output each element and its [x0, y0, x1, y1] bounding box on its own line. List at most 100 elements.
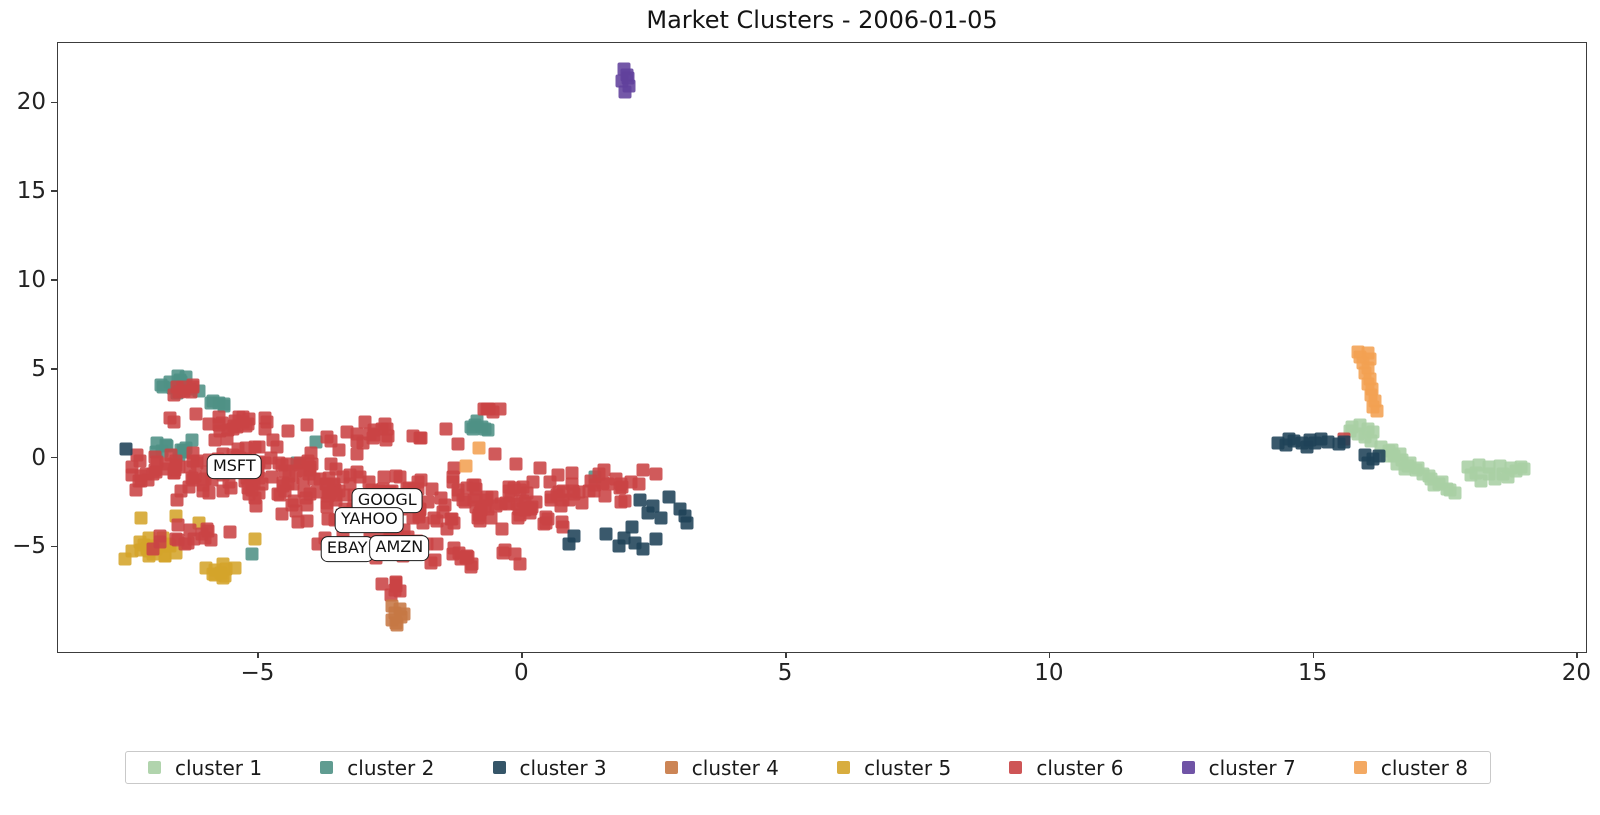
scatter-point: [481, 502, 495, 516]
scatter-point: [258, 422, 272, 436]
scatter-point: [375, 577, 389, 591]
scatter-point: [572, 485, 586, 499]
scatter-point: [421, 495, 435, 509]
scatter-point: [389, 616, 403, 630]
scatter-point: [508, 547, 522, 561]
scatter-point: [379, 433, 393, 447]
scatter-point: [202, 417, 216, 431]
legend-item: cluster 2: [320, 756, 434, 780]
scatter-point: [1443, 483, 1457, 497]
legend-item-label: cluster 4: [691, 755, 779, 780]
scatter-point: [150, 455, 164, 469]
scatter-point: [223, 525, 237, 538]
scatter-point: [544, 493, 558, 507]
scatter-point: [518, 503, 532, 517]
scatter-point: [300, 498, 314, 512]
scatter-point: [163, 411, 177, 425]
scatter-point: [280, 457, 294, 471]
scatter-point: [1517, 462, 1531, 476]
scatter-point: [459, 459, 473, 473]
y-axis-tick-label: 10: [16, 267, 46, 293]
scatter-point: [248, 532, 262, 546]
y-axis-tick-label: 20: [16, 89, 46, 116]
scatter-point: [1370, 404, 1384, 418]
scatter-point: [196, 478, 210, 492]
scatter-point: [252, 440, 266, 454]
scatter-point: [472, 441, 486, 455]
scatter-point: [1308, 436, 1322, 450]
scatter-point: [513, 557, 527, 571]
legend-item-label: cluster 7: [1208, 755, 1296, 780]
legend-item-label: cluster 5: [864, 755, 952, 780]
legend-item: cluster 4: [664, 755, 779, 780]
plot-area: [57, 42, 1587, 653]
legend-swatch-icon: [837, 761, 851, 774]
annotation-amzn: AMZN: [369, 535, 430, 562]
scatter-point: [477, 402, 491, 416]
scatter-point: [543, 475, 557, 489]
scatter-point: [266, 433, 280, 447]
scatter-point: [219, 562, 233, 576]
scatter-point: [186, 446, 200, 460]
scatter-point: [406, 429, 420, 443]
legend-item-label: cluster 1: [175, 755, 263, 780]
scatter-point: [169, 458, 183, 472]
scatter-point: [200, 522, 214, 536]
scatter-point: [167, 388, 181, 402]
scatter-point: [171, 369, 185, 383]
legend-swatch-icon: [320, 761, 334, 774]
scatter-point: [377, 470, 391, 484]
scatter-point: [281, 424, 295, 438]
scatter-point: [614, 495, 628, 509]
scatter-point: [125, 460, 139, 474]
y-tick-mark: [51, 545, 57, 548]
legend-item: cluster 6: [1009, 756, 1123, 780]
scatter-point: [177, 384, 191, 398]
scatter-point: [1501, 470, 1515, 484]
legend-item-label: cluster 8: [1380, 755, 1468, 780]
x-tick-mark: [1048, 652, 1051, 658]
scatter-point: [311, 537, 325, 551]
scatter-point: [378, 417, 392, 431]
scatter-point: [1361, 456, 1375, 470]
legend-item-label: cluster 2: [347, 755, 435, 780]
scatter-point: [309, 435, 323, 449]
x-tick-mark: [785, 652, 787, 658]
scatter-point: [154, 378, 168, 392]
scatter-point: [1364, 434, 1378, 448]
scatter-point: [478, 422, 492, 436]
scatter-point: [217, 397, 231, 411]
scatter-point: [183, 523, 197, 537]
annotation-msft: MSFT: [206, 453, 262, 480]
scatter-point: [119, 442, 133, 456]
annotation-yahoo: YAHOO: [334, 507, 404, 534]
scatter-point: [556, 493, 570, 507]
scatter-point: [649, 532, 663, 546]
scatter-point: [633, 493, 647, 507]
scatter-point: [134, 474, 148, 488]
scatter-point: [291, 515, 305, 529]
scatter-point: [181, 536, 195, 550]
legend-item-label: cluster 6: [1036, 755, 1124, 780]
scatter-point: [1474, 474, 1488, 488]
y-tick-mark: [51, 368, 57, 370]
scatter-point: [305, 457, 319, 471]
legend: cluster 1 cluster 2 cluster 3 cluster 4 clus…: [125, 751, 1491, 784]
legend-item: cluster 8: [1353, 755, 1468, 780]
scatter-point: [596, 476, 610, 490]
scatter-point: [265, 470, 279, 484]
scatter-point: [1427, 478, 1441, 492]
scatter-point: [171, 518, 185, 532]
scatter-point: [609, 472, 623, 486]
scatter-point: [362, 475, 376, 489]
scatter-point: [159, 438, 173, 452]
scatter-point: [446, 475, 460, 489]
annotation-ebay: EBAY: [320, 536, 374, 563]
scatter-point: [427, 511, 441, 525]
scatter-point: [502, 480, 516, 494]
scatter-point: [636, 542, 650, 556]
scatter-point: [343, 468, 357, 482]
scatter-point: [438, 498, 452, 512]
scatter-point: [125, 544, 139, 558]
